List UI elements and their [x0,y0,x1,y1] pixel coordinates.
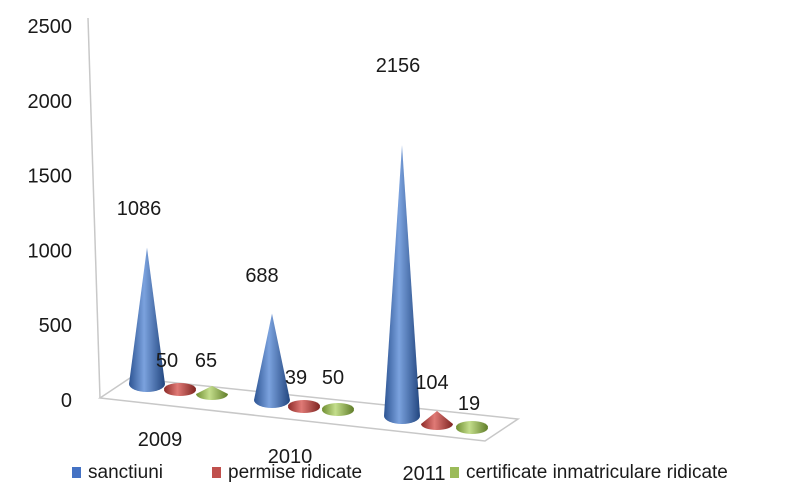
cone-sanctiuni-2009 [129,247,165,392]
category-labels: 2009 2010 2011 [138,429,446,485]
cone-body [129,247,165,392]
cone-certificate-inmatriculare-ridicate-2011 [456,421,488,434]
data-label: 50 [322,367,344,389]
data-labels: 1086 50 65 688 39 50 2156 104 19 [117,55,480,415]
cone-body [254,313,290,408]
cone-base [164,383,196,395]
legend-swatch [72,467,81,478]
y-tick-label: 0 [61,390,72,412]
data-label: 104 [415,372,448,394]
cone-certificate-inmatriculare-ridicate-2009 [196,385,228,400]
cone-base [288,400,320,412]
legend-label: sanctiuni [88,462,163,483]
legend-label: permise ridicate [228,462,362,483]
legend-item: permise ridicate [212,462,362,483]
y-axis-ticks: 0 500 1000 1500 2000 2500 [28,16,73,412]
data-label: 688 [245,265,278,287]
category-label: 2010 [268,446,313,468]
cone-permise-ridicate-2011 [421,410,453,430]
back-wall-edge [87,17,101,399]
cone-permise-ridicate-2010 [288,400,320,413]
y-tick-label: 1500 [28,166,73,188]
data-label: 19 [458,393,480,415]
data-label: 2156 [376,55,421,77]
legend-swatch [212,467,221,478]
y-tick-label: 500 [39,315,72,337]
cone-base [456,421,488,433]
cone-series [129,145,488,434]
cone-permise-ridicate-2009 [164,383,196,396]
data-label: 1086 [117,198,162,220]
data-label: 50 [156,350,178,372]
cone-body [384,145,420,424]
cone-sanctiuni-2011 [384,145,420,424]
legend: sanctiuni permise ridicate certificate inm… [72,462,728,483]
y-tick-label: 2000 [28,91,73,113]
y-tick-label: 1000 [28,240,73,262]
y-tick-label: 2500 [28,16,73,38]
legend-label: certificate inmatriculare ridicate [466,462,728,483]
legend-item: sanctiuni [72,462,163,483]
floor-plane [97,377,521,442]
cone-body [196,385,228,400]
category-label: 2011 [402,463,445,485]
legend-item: certificate inmatriculare ridicate [450,462,728,483]
cone-sanctiuni-2010 [254,313,290,408]
cone-base [322,403,354,415]
legend-swatch [450,467,459,478]
cone-certificate-inmatriculare-ridicate-2010 [322,403,354,416]
data-label: 39 [285,367,307,389]
cone-body [421,410,453,430]
data-label: 65 [195,350,217,372]
category-label: 2009 [138,429,183,451]
